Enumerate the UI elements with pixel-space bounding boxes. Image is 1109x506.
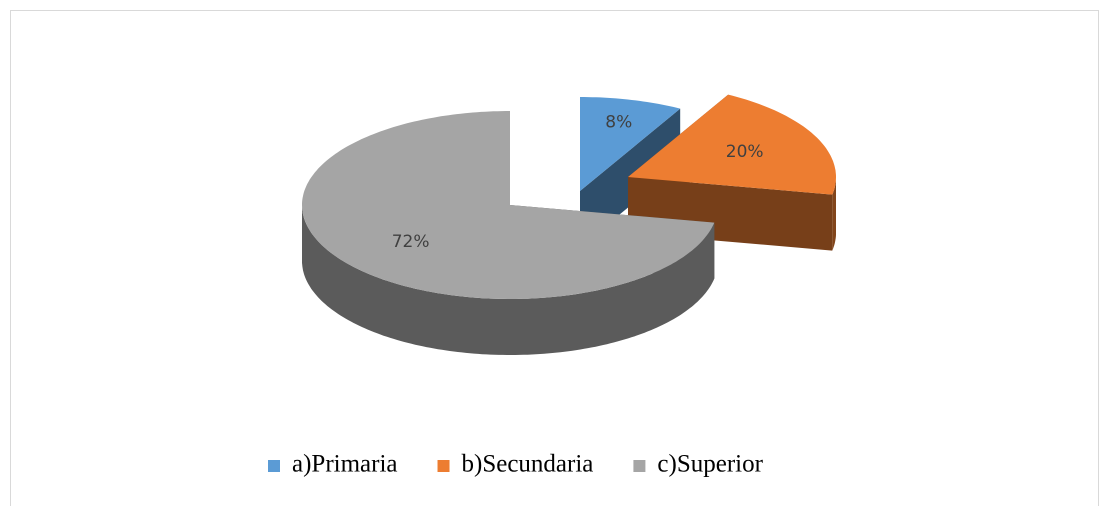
data-label: 72% — [392, 232, 430, 252]
data-label: 20% — [726, 142, 764, 162]
slice-top — [580, 97, 681, 191]
legend-label: b)Secundaria — [462, 451, 594, 478]
data-label: 8% — [605, 113, 632, 133]
legend-swatch — [437, 460, 450, 472]
slice-side — [832, 177, 836, 251]
pie-slice — [302, 111, 715, 355]
legend-label: c)Superior — [657, 451, 763, 478]
legend-label: a)Primaria — [292, 451, 398, 478]
legend-swatch — [633, 460, 646, 472]
slice-side — [302, 205, 715, 355]
slice-top — [302, 111, 715, 299]
legend-swatch — [268, 460, 280, 472]
slice-top — [628, 94, 836, 195]
